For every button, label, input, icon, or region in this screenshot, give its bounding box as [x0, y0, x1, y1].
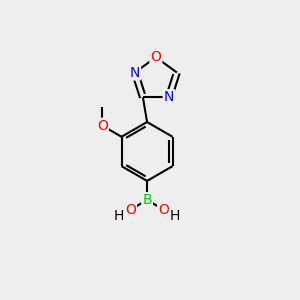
Text: O: O: [151, 50, 161, 64]
Text: B: B: [142, 193, 152, 207]
Text: H: H: [114, 209, 124, 223]
Text: O: O: [97, 119, 108, 133]
Text: N: N: [164, 90, 174, 104]
Text: H: H: [170, 209, 180, 223]
Text: O: O: [125, 202, 136, 217]
Text: O: O: [158, 202, 169, 217]
Text: N: N: [130, 65, 140, 80]
